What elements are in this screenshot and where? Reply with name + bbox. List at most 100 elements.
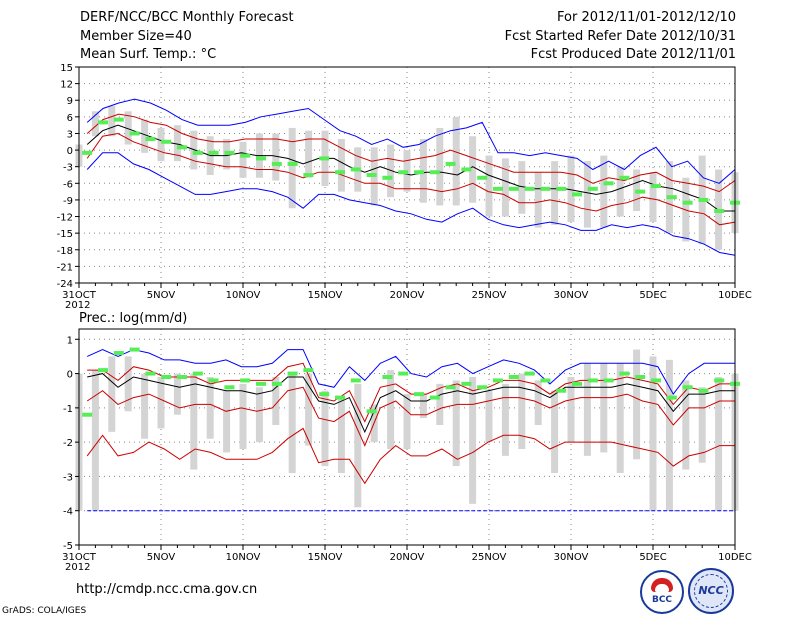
x-tick-label: 30NOV: [554, 290, 589, 301]
spread-box: [452, 116, 460, 206]
spread-box: [600, 155, 608, 228]
x-year-label: 2012: [65, 562, 90, 573]
grads-credit: GrADS: COLA/IGES: [2, 606, 87, 616]
ensemble-mean-marker: [524, 371, 535, 376]
x-year-label: 2012: [65, 300, 90, 311]
ensemble-mean-marker: [461, 167, 472, 172]
spread-box: [124, 356, 132, 412]
ensemble-mean-marker: [113, 351, 124, 355]
spread-box: [469, 377, 477, 504]
figure-title: DERF/NCC/BCC Monthly Forecast: [80, 10, 294, 25]
spread-box: [616, 363, 624, 473]
ensemble-mean-marker: [619, 175, 630, 180]
ensemble-mean-marker: [508, 375, 519, 379]
series-line-min: [86, 152, 736, 256]
y-tick-label: 1: [67, 335, 73, 346]
spread-box: [173, 373, 181, 415]
ensemble-mean-marker: [587, 186, 598, 191]
ensemble-mean-marker: [208, 378, 219, 383]
ensemble-mean-marker: [129, 347, 140, 352]
y-tick-label: -4: [63, 507, 73, 518]
spread-box: [436, 383, 444, 425]
y-tick-label: -3: [63, 163, 73, 174]
ensemble-mean-marker: [429, 170, 440, 175]
spread-box: [649, 172, 657, 223]
bcc-logo: BCC: [640, 570, 684, 614]
y-tick-label: -5: [63, 541, 73, 552]
forecast-period: For 2012/11/01-2012/12/10: [557, 10, 736, 25]
x-tick-label: 5DEC: [639, 552, 666, 563]
series-line-p10: [86, 386, 735, 447]
series-line-max: [86, 98, 736, 184]
y-tick-label: 6: [67, 113, 73, 124]
spread-box: [288, 127, 296, 209]
ensemble-mean-marker: [493, 378, 503, 383]
ensemble-mean-marker: [445, 385, 456, 390]
ensemble-mean-marker: [398, 371, 409, 376]
ensemble-mean-marker: [256, 381, 266, 386]
spread-box: [91, 111, 99, 137]
x-tick-label: 30NOV: [554, 552, 589, 563]
source-url[interactable]: http://cmdp.ncc.cma.gov.cn: [76, 582, 258, 597]
fcst-produced-date: Fcst Produced Date 2012/11/01: [530, 47, 736, 62]
ensemble-mean-marker: [303, 368, 314, 373]
ensemble-mean-marker: [161, 139, 172, 144]
spread-box: [600, 363, 608, 453]
y-tick-label: -15: [57, 229, 73, 240]
ensemble-mean-marker: [129, 131, 140, 136]
spread-box: [616, 166, 624, 217]
ensemble-mean-marker: [208, 150, 219, 155]
spread-box: [305, 373, 313, 446]
fcst-started-date: Fcst Started Refer Date 2012/10/31: [504, 29, 736, 44]
ensemble-mean-marker: [651, 184, 661, 189]
spread-box: [157, 377, 165, 429]
spread-box: [337, 397, 345, 473]
series-line-p25: [86, 427, 735, 485]
spread-box: [698, 387, 706, 463]
spread-box: [665, 359, 673, 511]
spread-box: [567, 155, 575, 223]
spread-box: [436, 127, 444, 206]
ensemble-mean-marker: [177, 145, 187, 150]
ensemble-mean-marker: [445, 161, 456, 166]
ensemble-mean-marker: [666, 395, 677, 400]
x-tick-label: 10NOV: [226, 290, 261, 301]
x-tick-label: 15NOV: [308, 290, 343, 301]
y-tick-label: -2: [63, 438, 73, 449]
member-size: Member Size=40: [80, 29, 192, 44]
ensemble-mean-marker: [619, 371, 630, 376]
ensemble-mean-marker: [477, 175, 488, 180]
spread-box: [141, 373, 149, 439]
ensemble-mean-marker: [556, 186, 567, 191]
spread-box: [452, 380, 460, 467]
y-tick-label: -18: [57, 246, 73, 257]
spread-box: [485, 390, 493, 443]
precip-title: Prec.: log(mm/d): [79, 311, 187, 326]
x-tick-label: 31OCT: [62, 552, 97, 563]
spread-box: [91, 370, 99, 511]
y-tick-label: -24: [57, 279, 73, 290]
ensemble-mean-marker: [113, 117, 124, 122]
ensemble-mean-marker: [319, 156, 330, 161]
ensemble-mean-marker: [240, 378, 251, 383]
spread-box: [403, 394, 411, 449]
ensemble-mean-marker: [587, 378, 598, 383]
ensemble-mean-marker: [98, 120, 108, 125]
x-tick-label: 5NOV: [147, 290, 176, 301]
y-tick-label: -3: [63, 472, 73, 483]
spread-box: [469, 136, 477, 203]
ensemble-mean-marker: [350, 167, 361, 172]
spread-box: [337, 139, 345, 192]
x-tick-label: 20NOV: [390, 552, 425, 563]
y-tick-label: 12: [60, 80, 73, 91]
spread-box: [288, 373, 296, 473]
spread-box: [173, 125, 181, 162]
ensemble-mean-marker: [477, 385, 488, 390]
spread-box: [190, 373, 198, 470]
ensemble-mean-marker: [335, 395, 345, 400]
series-line-median: [87, 373, 735, 434]
spread-box: [485, 155, 493, 217]
